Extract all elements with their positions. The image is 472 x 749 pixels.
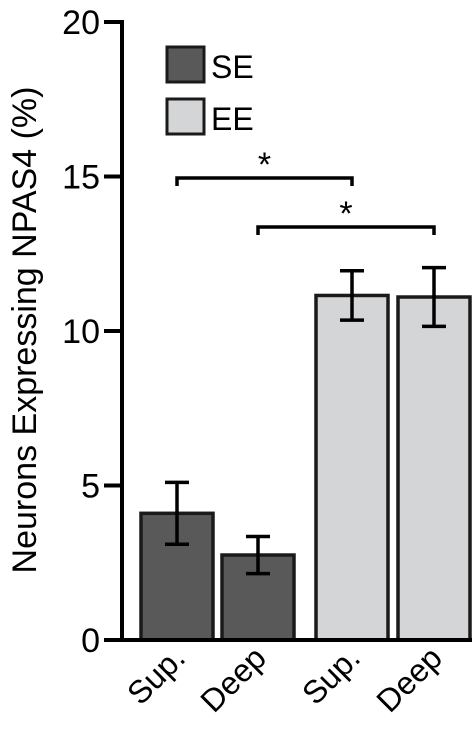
legend-label-ee: EE xyxy=(211,101,254,137)
legend: SE EE xyxy=(165,45,254,137)
category-label: Deep xyxy=(193,639,273,719)
category-label: Sup. xyxy=(295,639,367,711)
y-axis: 0 5 10 15 20 xyxy=(62,4,124,660)
legend-swatch-ee xyxy=(165,97,206,136)
bars-group xyxy=(139,265,472,642)
legend-swatch-se xyxy=(165,45,206,84)
significance-star: * xyxy=(258,146,271,184)
y-tick-label: 0 xyxy=(81,622,100,660)
category-label: Deep xyxy=(369,639,449,719)
bar-ee-3 xyxy=(396,295,472,642)
significance-brackets: ** xyxy=(175,146,436,235)
category-labels: Sup. Deep Sup. Deep xyxy=(120,639,449,719)
y-tick-label: 15 xyxy=(62,159,100,197)
y-axis-title: Neurons Expressing NPAS4 (%) xyxy=(6,87,44,574)
y-tick-label: 10 xyxy=(62,313,100,351)
y-tick-label: 5 xyxy=(81,468,100,506)
significance-bracket xyxy=(256,225,436,235)
y-tick-label: 20 xyxy=(62,4,100,42)
legend-label-se: SE xyxy=(211,49,254,85)
category-label: Sup. xyxy=(120,639,192,711)
bar-ee-2 xyxy=(314,293,390,642)
significance-bracket xyxy=(175,176,354,186)
significance-star: * xyxy=(339,195,352,233)
